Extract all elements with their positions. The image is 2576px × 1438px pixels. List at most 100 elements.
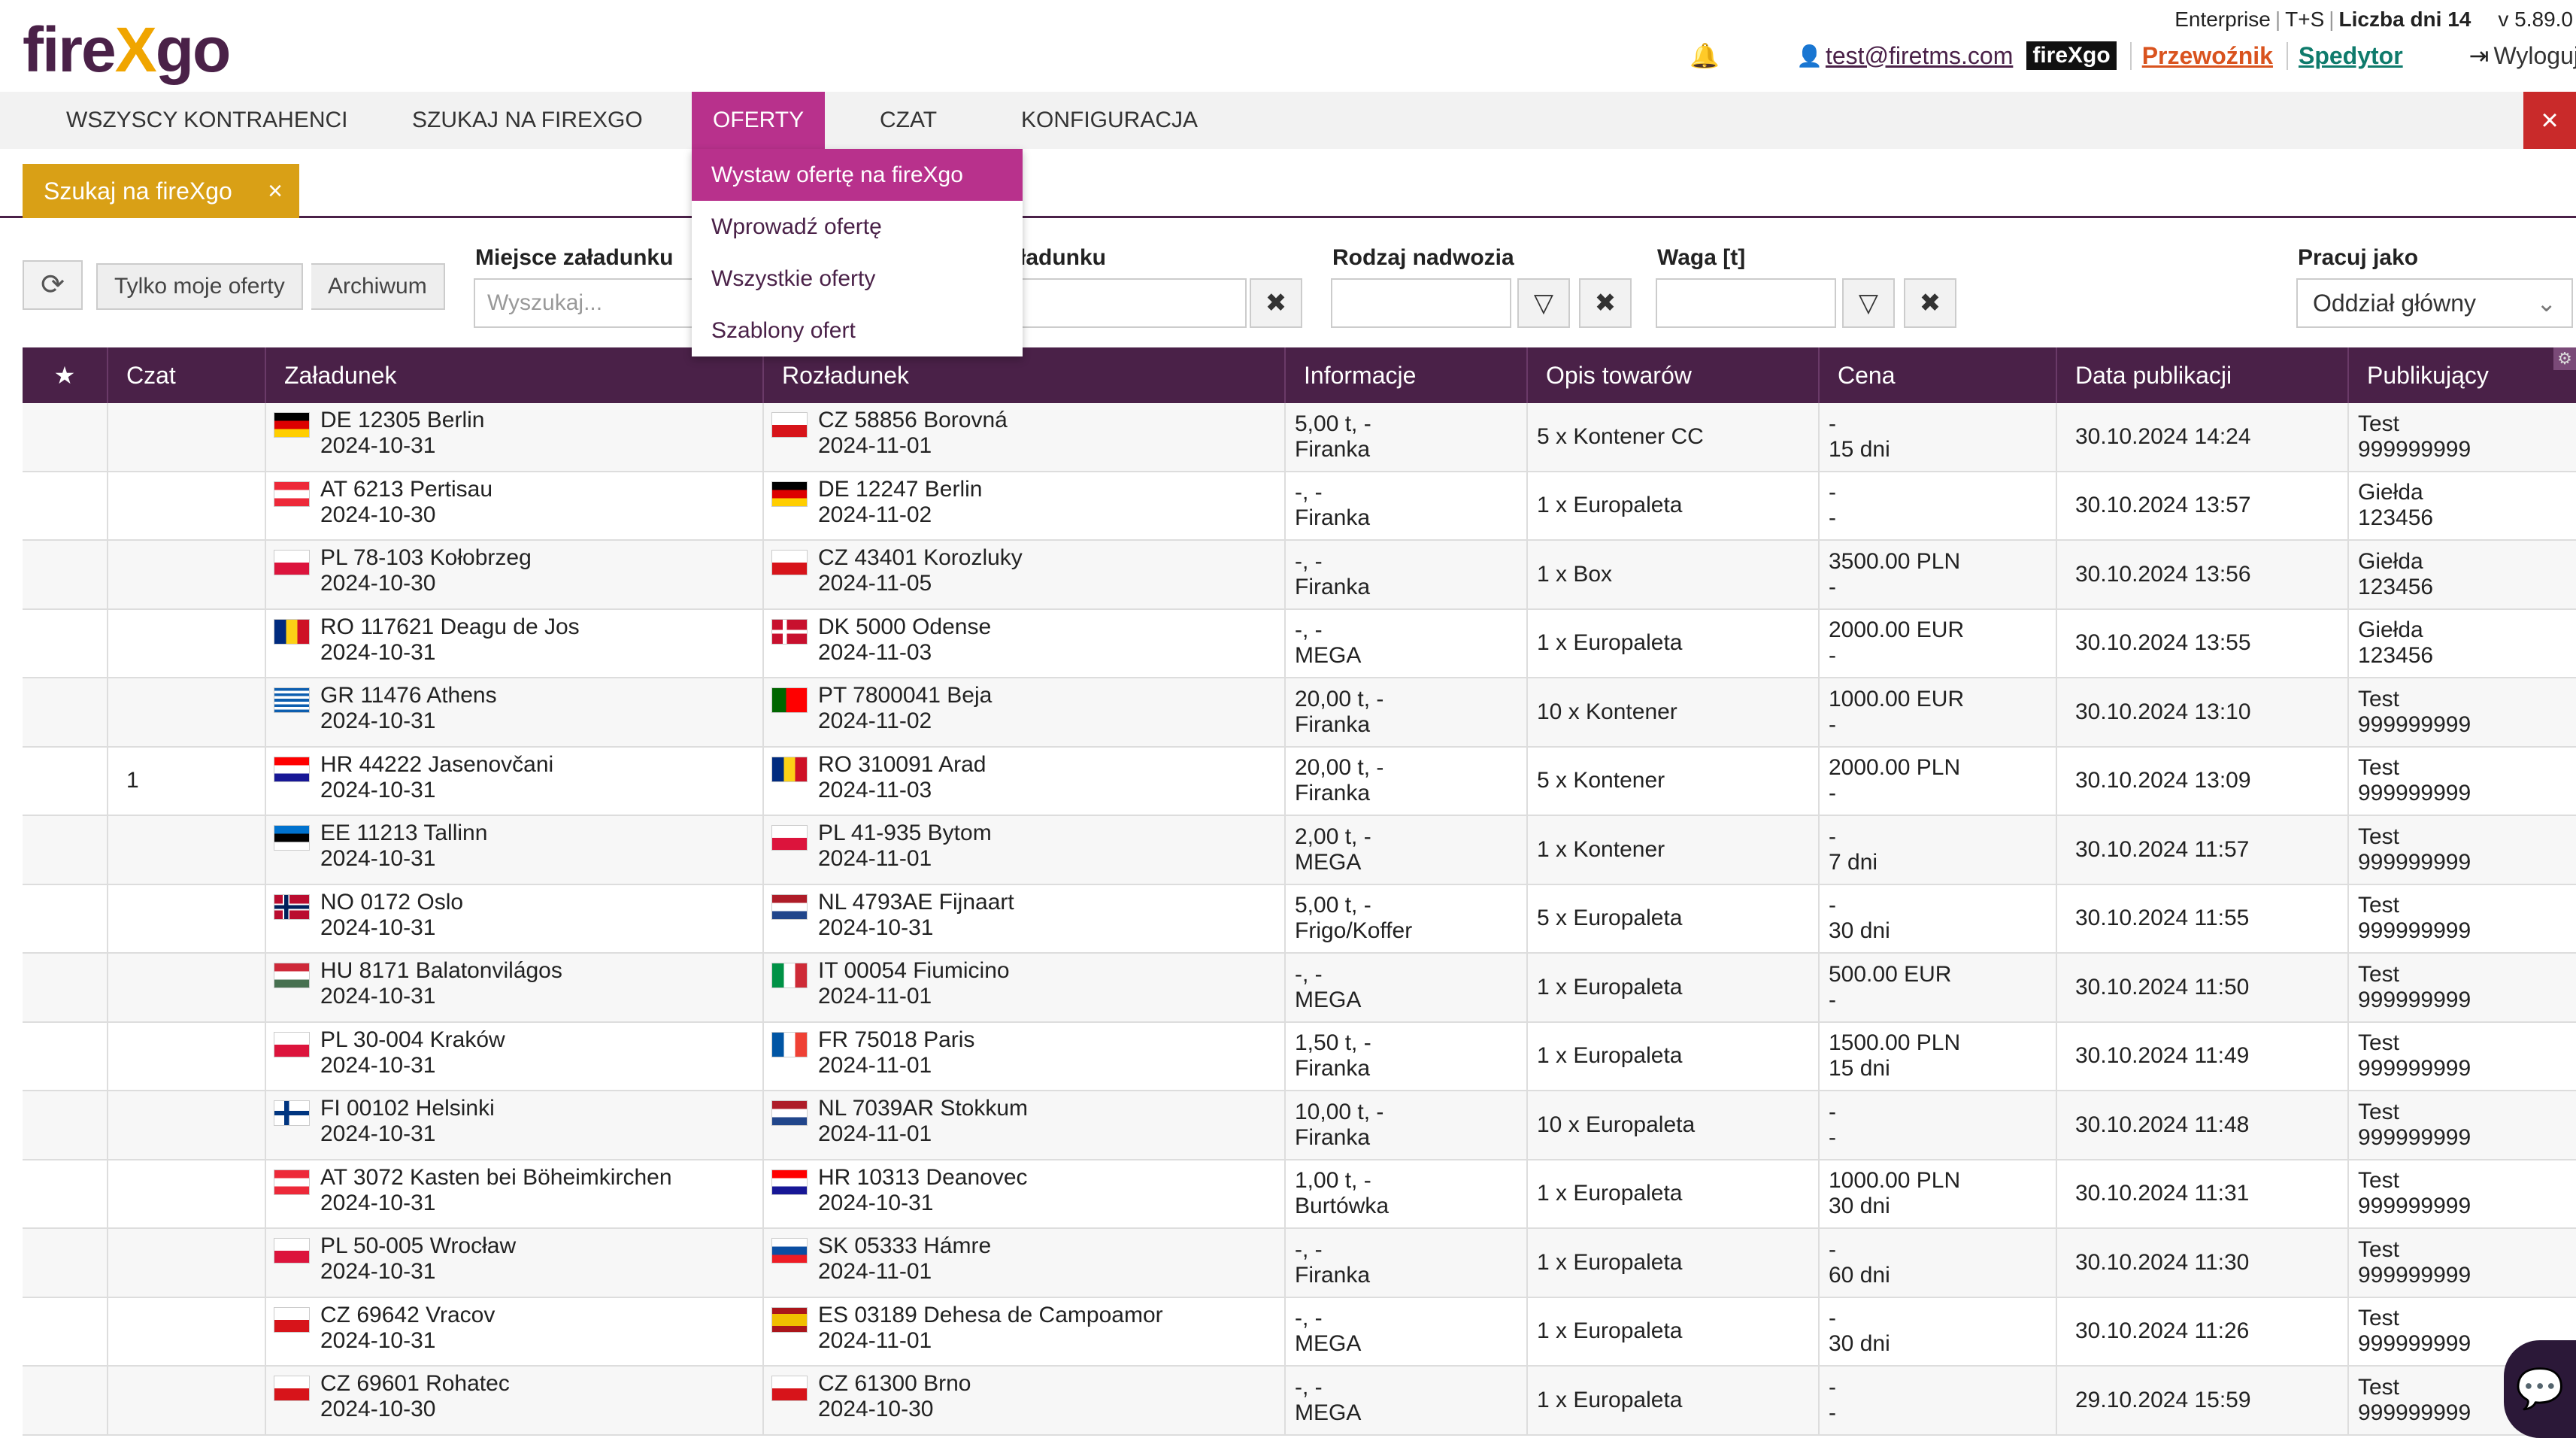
- menu-item-offer-templates[interactable]: Szablony ofert: [711, 318, 856, 343]
- favorite-cell[interactable]: [23, 954, 107, 1021]
- table-row[interactable]: CZ 69601 Rohatec 2024-10-30 CZ 61300 Brno 2…: [23, 1367, 2576, 1436]
- chat-cell[interactable]: [107, 403, 265, 471]
- chat-cell[interactable]: [107, 1160, 265, 1227]
- header-loading[interactable]: Załadunek: [265, 347, 762, 403]
- chat-cell[interactable]: [107, 816, 265, 884]
- table-row[interactable]: RO 117621 Deagu de Jos 2024-10-31 DK 5000 …: [23, 609, 2576, 678]
- table-row[interactable]: PL 30-004 Kraków 2024-10-31 FR 75018 Paris…: [23, 1022, 2576, 1091]
- info-body-type: MEGA: [1295, 1400, 1362, 1425]
- clear-unloading-icon[interactable]: ✖: [1250, 278, 1302, 328]
- chat-cell[interactable]: [107, 954, 265, 1021]
- favorite-cell[interactable]: [23, 1229, 107, 1297]
- table-row[interactable]: 1 HR 44222 Jasenovčani 2024-10-31 RO 310091…: [23, 747, 2576, 816]
- favorite-cell[interactable]: [23, 472, 107, 540]
- table-row[interactable]: HU 8171 Balatonvilágos 2024-10-31 IT 00054…: [23, 954, 2576, 1023]
- table-row[interactable]: FI 00102 Helsinki 2024-10-31 NL 7039AR Sto…: [23, 1091, 2576, 1160]
- loading-place-input[interactable]: Wyszukaj...: [474, 278, 699, 328]
- clear-weight-icon[interactable]: ✖: [1904, 278, 1956, 328]
- clear-body-type-icon[interactable]: ✖: [1579, 278, 1632, 328]
- menu-item-all-offers[interactable]: Wszystkie oferty: [711, 266, 876, 291]
- favorite-cell[interactable]: [23, 1091, 107, 1159]
- header-price[interactable]: Cena: [1818, 347, 2056, 403]
- publisher-id: 999999999: [2358, 436, 2471, 462]
- table-row[interactable]: CZ 69642 Vracov 2024-10-31 ES 03189 Dehesa…: [23, 1297, 2576, 1367]
- publisher-name: Giełda: [2358, 480, 2423, 505]
- favorite-cell[interactable]: [23, 678, 107, 746]
- version-label: v 5.89.0: [2498, 8, 2573, 31]
- nav-chat[interactable]: Czat: [880, 108, 938, 132]
- table-row[interactable]: DE 12305 Berlin 2024-10-31 CZ 58856 Borovn…: [23, 403, 2576, 472]
- header-unloading[interactable]: Rozładunek: [762, 347, 1284, 403]
- forwarder-link[interactable]: Spedytor: [2286, 41, 2403, 70]
- body-type-label: Rodzaj nadwozia: [1332, 245, 1514, 270]
- chat-cell[interactable]: [107, 1297, 265, 1365]
- only-my-offers-button[interactable]: Tylko moje oferty: [96, 263, 303, 310]
- loading-date: 2024-10-31: [320, 639, 436, 665]
- nav-search-firexgo[interactable]: Szukaj na fireXgo: [412, 108, 643, 132]
- chat-widget-icon[interactable]: 💬: [2504, 1340, 2576, 1438]
- work-as-select[interactable]: Oddział główny ⌄: [2296, 278, 2573, 328]
- price-cell: 3500.00 PLN -: [1818, 541, 2056, 608]
- favorite-cell[interactable]: [23, 885, 107, 953]
- chat-cell[interactable]: [107, 609, 265, 677]
- table-row[interactable]: EE 11213 Tallinn 2024-10-31 PL 41-935 Byto…: [23, 816, 2576, 885]
- chat-cell[interactable]: [107, 541, 265, 608]
- chat-cell[interactable]: [107, 884, 265, 952]
- publisher-cell: Giełda 123456: [2347, 541, 2576, 608]
- archive-button[interactable]: Archiwum: [311, 263, 445, 310]
- filter-body-type-icon[interactable]: ▽: [1517, 278, 1570, 328]
- goods-description: 1 x Europaleta: [1537, 1387, 1683, 1412]
- header-publisher[interactable]: Publikujący: [2347, 347, 2576, 403]
- header-goods[interactable]: Opis towarów: [1526, 347, 1818, 403]
- user-email-link[interactable]: test@firetms.com: [1825, 41, 2014, 69]
- tab-search-firexgo[interactable]: Szukaj na fireXgo ×: [23, 164, 299, 218]
- favorite-cell[interactable]: [23, 541, 107, 608]
- body-type-input[interactable]: [1331, 278, 1511, 328]
- firexgo-brand-tag[interactable]: fireXgo: [2026, 41, 2117, 70]
- nav-configuration[interactable]: Konfiguracja: [1021, 108, 1199, 132]
- filter-weight-icon[interactable]: ▽: [1842, 278, 1895, 328]
- favorite-star-icon[interactable]: ★: [53, 362, 76, 389]
- bell-icon[interactable]: 🔔: [1690, 42, 1720, 69]
- carrier-link[interactable]: Przewoźnik: [2129, 41, 2273, 70]
- chat-cell[interactable]: [107, 1367, 265, 1434]
- favorite-cell[interactable]: [23, 403, 107, 471]
- nav-all-contractors[interactable]: Wszyscy kontrahenci: [66, 108, 348, 132]
- table-row[interactable]: NO 0172 Oslo 2024-10-31 NL 4793AE Fijnaart…: [23, 884, 2576, 954]
- gear-icon[interactable]: ⚙: [2553, 347, 2576, 370]
- table-row[interactable]: AT 6213 Pertisau 2024-10-30 DE 12247 Berli…: [23, 472, 2576, 541]
- info-weight: -, -: [1295, 1374, 1323, 1400]
- favorite-cell[interactable]: [23, 748, 107, 815]
- table-row[interactable]: AT 3072 Kasten bei Böheimkirchen 2024-10-…: [23, 1160, 2576, 1229]
- table-row[interactable]: PL 50-005 Wrocław 2024-10-31 SK 05333 Hámr…: [23, 1229, 2576, 1298]
- favorite-cell[interactable]: [23, 1160, 107, 1228]
- close-icon[interactable]: ×: [2523, 92, 2576, 149]
- table-row[interactable]: GR 11476 Athens 2024-10-31 PT 7800041 Beja…: [23, 678, 2576, 748]
- chat-cell[interactable]: [107, 472, 265, 539]
- chat-cell[interactable]: 1: [107, 747, 265, 815]
- refresh-icon[interactable]: ⟳: [23, 260, 83, 310]
- nav-offers[interactable]: Oferty: [692, 92, 826, 149]
- favorite-cell[interactable]: [23, 1298, 107, 1366]
- chat-cell[interactable]: [107, 1091, 265, 1159]
- tab-close-icon[interactable]: ×: [268, 177, 283, 205]
- header-chat[interactable]: Czat: [107, 347, 265, 403]
- chat-cell[interactable]: [107, 678, 265, 746]
- table-row[interactable]: PL 78-103 Kołobrzeg 2024-10-30 CZ 43401 Ko…: [23, 541, 2576, 610]
- chat-cell[interactable]: [107, 1022, 265, 1090]
- loading-cell: AT 6213 Pertisau 2024-10-30: [265, 472, 762, 539]
- favorite-cell[interactable]: [23, 1023, 107, 1091]
- logout-link[interactable]: Wyloguj: [2493, 41, 2576, 69]
- favorite-cell[interactable]: [23, 816, 107, 884]
- firexgo-logo[interactable]: fireXgo: [23, 14, 231, 86]
- menu-item-publish-offer[interactable]: Wystaw ofertę na fireXgo: [692, 149, 1023, 201]
- favorite-cell[interactable]: [23, 1367, 107, 1434]
- weight-input[interactable]: [1656, 278, 1836, 328]
- menu-item-enter-offer[interactable]: Wprowadź ofertę: [711, 214, 882, 239]
- chat-cell[interactable]: [107, 1229, 265, 1297]
- header-published-date[interactable]: Data publikacji: [2056, 347, 2347, 403]
- info-body-type: Firanka: [1295, 781, 1371, 806]
- favorite-cell[interactable]: [23, 610, 107, 678]
- header-information[interactable]: Informacje: [1284, 347, 1526, 403]
- publisher-cell: Giełda 123456: [2347, 609, 2576, 677]
